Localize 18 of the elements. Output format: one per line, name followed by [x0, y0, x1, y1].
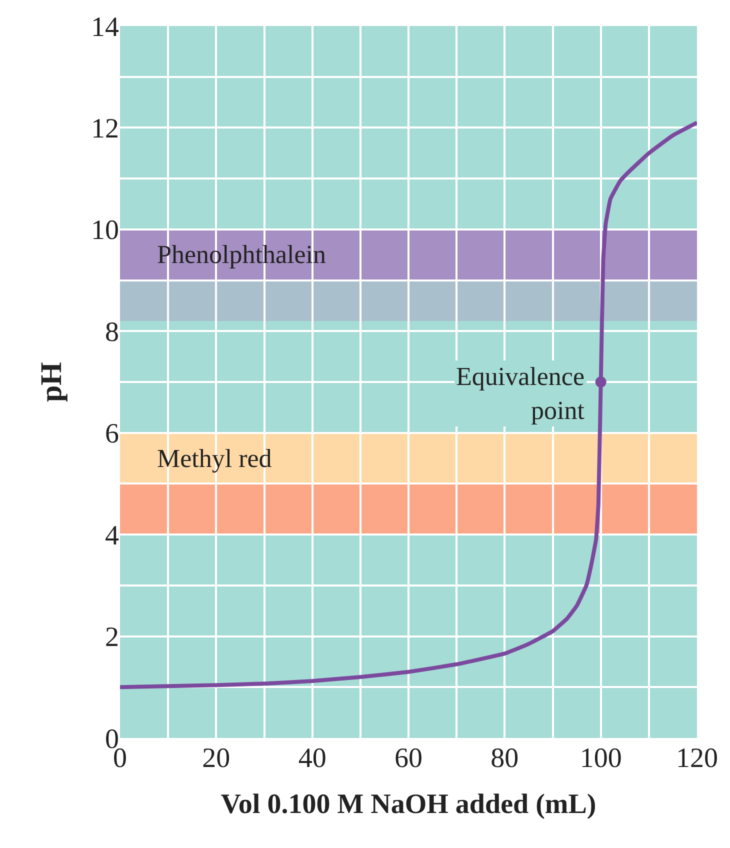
x-tick-label: 40 [298, 743, 326, 774]
annotation: Equivalence point [456, 362, 586, 425]
y-tick-label: 2 [105, 622, 119, 654]
x-tick-label: 120 [676, 743, 718, 774]
y-tick-label: 14 [91, 12, 119, 43]
y-tick-label: 4 [105, 520, 119, 552]
band-label: Methyl red [157, 444, 272, 473]
x-tick-label: 80 [490, 743, 519, 774]
x-tick-label: 60 [394, 743, 422, 774]
y-tick-label: 10 [91, 215, 119, 246]
y-tick-label: 12 [91, 114, 119, 145]
x-axis-title: Vol 0.100 M NaOH added (mL) [220, 789, 596, 820]
x-tick-label: 20 [202, 743, 230, 774]
line-series [120, 120, 697, 690]
x-tick-label: 100 [580, 743, 622, 774]
y-tick-label: 6 [105, 418, 119, 450]
y-axis-title: pH [35, 362, 68, 402]
y-tick-label: 8 [105, 316, 119, 348]
